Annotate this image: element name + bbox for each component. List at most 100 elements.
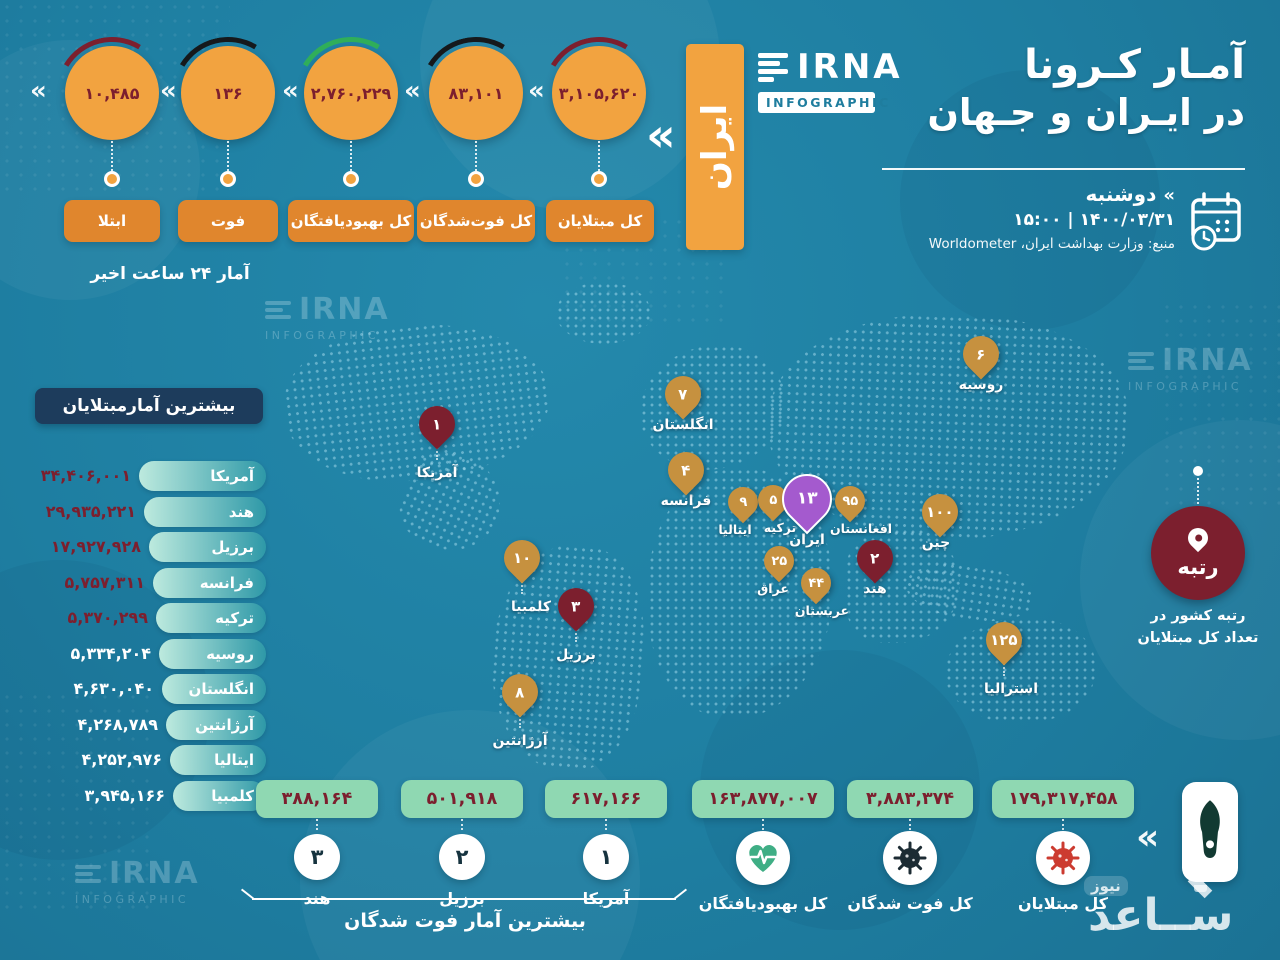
most-infected-title: بیشترین آمارمبتلایان bbox=[35, 388, 263, 424]
deaths-caption: بیشترین آمار فوت شدگان bbox=[344, 910, 586, 932]
pin-icon: ۱۲۵ bbox=[978, 614, 1030, 666]
country-bar: برزیل bbox=[149, 531, 266, 562]
map-pin-colombia: ۱۰ کلمبیا bbox=[480, 532, 564, 615]
irna-watermark: IRNA INFOGRAPHIC bbox=[1128, 343, 1253, 393]
map-pin-saudi-arabia: ۴۴ عربستان bbox=[774, 561, 858, 618]
map-pin-russia: ۶ روسیه bbox=[939, 328, 1023, 393]
dotted-connector bbox=[1062, 819, 1064, 830]
world-stat-total-recovered: ۱۶۳,۸۷۷,۰۰۷ کل بهبودیافتگان bbox=[688, 780, 838, 913]
stat-label-recovered-total: کل بهبودیافتگان bbox=[288, 200, 414, 242]
connector-node bbox=[343, 171, 359, 187]
dotted-connector bbox=[1197, 478, 1199, 504]
heart-pulse-icon bbox=[736, 831, 790, 885]
stat-circle-infected-total: ۳,۱۰۵,۶۲۰ bbox=[531, 25, 667, 161]
irna-logo-icon bbox=[265, 298, 291, 322]
iran-section-bar: ایران bbox=[686, 44, 744, 250]
pin-icon: ۱ bbox=[411, 398, 463, 450]
dotted-connector bbox=[475, 141, 477, 171]
map-pin-india: ۲ هند bbox=[833, 532, 917, 597]
list-item: ۴,۶۳۰,۰۴۰ انگلستان bbox=[18, 673, 266, 704]
bg-circle bbox=[900, 70, 1160, 330]
stat-label-infected-24h: ابتلا bbox=[64, 200, 160, 242]
chevrons-icon: « bbox=[528, 76, 545, 106]
title-line1: آمـار کـرونا bbox=[1024, 42, 1245, 88]
bg-dot-grid bbox=[0, 690, 150, 910]
map-pin-italy: ۹ ایتالیا bbox=[701, 480, 785, 537]
rank-circle: ۱ bbox=[583, 834, 629, 880]
title-divider bbox=[882, 168, 1245, 170]
saed-news-card bbox=[1182, 782, 1238, 882]
map-pin-brazil: ۳ برزیل bbox=[534, 580, 618, 663]
irna-logo-icon bbox=[1128, 349, 1154, 373]
pin-icon bbox=[1183, 523, 1213, 552]
country-bar: فرانسه bbox=[153, 567, 266, 598]
chevrons-icon: « bbox=[160, 76, 177, 106]
death-stat-india: ۳۸۸,۱۶۴ ۳ هند bbox=[242, 780, 392, 908]
rank-legend-desc: رتبه کشور در تعداد کل مبتلایان bbox=[1137, 608, 1259, 646]
page-title: آمـار کـرونا در ایـران و جـهان bbox=[880, 40, 1245, 136]
pin-icon: ۱۰۰ bbox=[914, 486, 966, 538]
world-stat-total-cases: ۱۷۹,۳۱۷,۴۵۸ کل مبتلایان bbox=[988, 780, 1138, 913]
last-24h-note: آمار ۲۴ ساعت اخیر bbox=[90, 264, 250, 284]
world-stat-total-deaths: ۳,۸۸۳,۳۷۴ کل فوت شدگان bbox=[835, 780, 985, 913]
map-pin-usa: ۱ آمریکا bbox=[395, 398, 479, 481]
irna-watermark: IRNA INFOGRAPHIC bbox=[265, 292, 390, 342]
irna-watermark: IRNA INFOGRAPHIC bbox=[75, 856, 200, 906]
dotted-connector bbox=[227, 141, 229, 171]
chevrons-icon: « bbox=[1136, 817, 1160, 858]
map-pin-china: ۱۰۰ چین bbox=[898, 486, 982, 551]
map-pin-turkey: ۵ ترکیه bbox=[731, 478, 815, 535]
dotted-connector bbox=[461, 819, 463, 830]
date-time: ۱۴۰۰/۰۳/۳۱ | ۱۵:۰۰ bbox=[1013, 210, 1175, 230]
map-pin-australia: ۱۲۵ استرالیا bbox=[962, 614, 1046, 697]
connector-node bbox=[468, 171, 484, 187]
saed-logo-icon bbox=[1200, 800, 1220, 859]
country-bar: آرژانتین bbox=[166, 709, 266, 740]
map-landmass-europe bbox=[640, 345, 785, 470]
stat-label-deaths-24h: فوت bbox=[178, 200, 278, 242]
pin-icon: ۳ bbox=[550, 580, 602, 632]
death-stat-brazil: ۵۰۱,۹۱۸ ۲ برزیل bbox=[387, 780, 537, 908]
pin-icon: ۴۴ bbox=[794, 561, 838, 605]
map-pin-uk: ۷ انگلستان bbox=[641, 368, 725, 433]
deaths-bracket bbox=[252, 898, 676, 900]
source-line: منبع: وزارت بهداشت ایران، Worldometer bbox=[928, 236, 1175, 252]
pin-icon: ۹۵ bbox=[828, 479, 872, 523]
map-pin-argentina: ۸ آرژانتین bbox=[478, 666, 562, 749]
list-item: ۴,۲۶۸,۷۸۹ آرژانتین bbox=[18, 709, 266, 740]
virus-dark-icon bbox=[883, 831, 937, 885]
irna-logo: IRNA INFOGRAPHIC bbox=[758, 47, 903, 113]
graduation-cap-icon bbox=[1184, 874, 1218, 894]
list-item: ۳,۹۴۵,۱۶۶ کلمبیا bbox=[18, 780, 266, 811]
infographic-badge: INFOGRAPHIC bbox=[758, 92, 888, 113]
chevrons-icon: « bbox=[30, 76, 47, 106]
list-item: ۳۴,۴۰۶,۰۰۱ آمریکا bbox=[18, 460, 266, 491]
map-pin-iraq: ۲۵ عراق bbox=[737, 539, 821, 596]
stat-circle-deaths-total: ۸۳,۱۰۱ bbox=[408, 25, 544, 161]
pin-icon: ۱۰ bbox=[496, 532, 548, 584]
map-landmass-greenland bbox=[556, 282, 651, 344]
dotted-connector bbox=[575, 626, 577, 642]
dotted-connector bbox=[521, 578, 523, 594]
list-item: ۵,۷۵۷,۳۱۱ فرانسه bbox=[18, 567, 266, 598]
chevrons-icon: « bbox=[646, 108, 676, 162]
stat-label-deaths-total: کل فوت‌شدگان bbox=[417, 200, 535, 242]
pin-icon: ۸ bbox=[494, 666, 546, 718]
rank-circle: ۳ bbox=[294, 834, 340, 880]
pin-icon: ۷ bbox=[657, 368, 709, 420]
map-pin-france: ۴ فرانسه bbox=[644, 444, 728, 509]
irna-logo-icon bbox=[75, 862, 101, 886]
rank-circle: ۲ bbox=[439, 834, 485, 880]
list-item: ۴,۲۵۲,۹۷۶ ایتالیا bbox=[18, 744, 266, 775]
title-line2: در ایـران و جـهان bbox=[927, 91, 1245, 134]
country-bar: انگلستان bbox=[162, 673, 266, 704]
list-item: ۵,۳۷۰,۲۹۹ ترکیه bbox=[18, 602, 266, 633]
country-bar: روسیه bbox=[159, 638, 266, 669]
dotted-connector bbox=[762, 819, 764, 830]
chevrons-icon: « bbox=[282, 76, 299, 106]
country-bar: ایتالیا bbox=[170, 744, 266, 775]
rank-legend-circle: رتبه bbox=[1151, 506, 1245, 600]
virus-red-icon bbox=[1036, 831, 1090, 885]
stat-circle-deaths-24h: ۱۳۶ bbox=[160, 25, 296, 161]
